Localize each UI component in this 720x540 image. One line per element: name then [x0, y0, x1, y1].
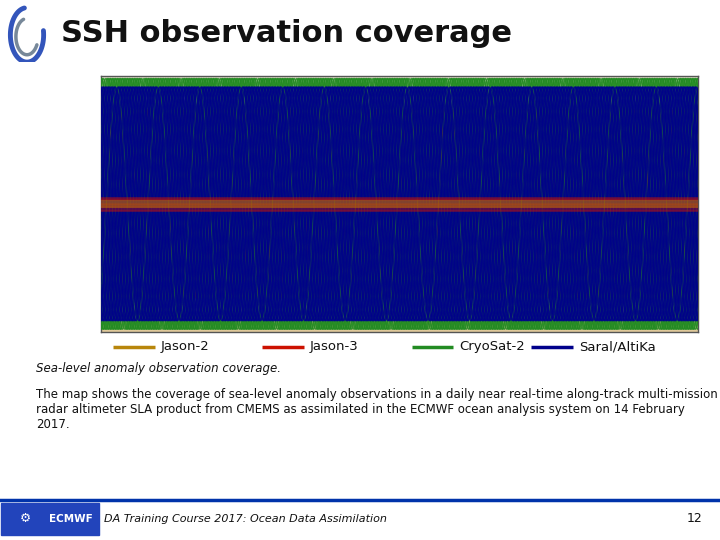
Text: Sea-level anomaly observation coverage.: Sea-level anomaly observation coverage. [36, 362, 281, 375]
Polygon shape [678, 265, 688, 269]
Polygon shape [267, 187, 341, 282]
FancyBboxPatch shape [1, 503, 99, 535]
Polygon shape [391, 121, 400, 133]
Polygon shape [685, 252, 695, 262]
Text: CryoSat-2: CryoSat-2 [459, 340, 525, 353]
Polygon shape [472, 222, 482, 239]
Text: ECMWF: ECMWF [49, 514, 93, 524]
Text: 12: 12 [686, 512, 702, 525]
Polygon shape [101, 303, 698, 332]
Text: DA Training Course 2017: Ocean Data Assimilation: DA Training Course 2017: Ocean Data Assi… [104, 514, 387, 524]
Polygon shape [360, 110, 377, 114]
Polygon shape [121, 103, 313, 200]
Polygon shape [383, 111, 472, 152]
Text: Saral/AltiKa: Saral/AltiKa [579, 340, 656, 353]
Text: Jason-2: Jason-2 [161, 340, 210, 353]
Text: SSH observation coverage: SSH observation coverage [61, 19, 512, 48]
Text: The map shows the coverage of sea-level anomaly observations in a daily near rea: The map shows the coverage of sea-level … [36, 388, 718, 431]
Polygon shape [370, 151, 482, 254]
Polygon shape [532, 190, 536, 192]
Polygon shape [443, 102, 640, 178]
Text: ⚙: ⚙ [20, 512, 32, 525]
Polygon shape [589, 220, 654, 258]
Polygon shape [305, 85, 370, 118]
Polygon shape [616, 145, 634, 160]
Text: Jason-3: Jason-3 [310, 340, 359, 353]
